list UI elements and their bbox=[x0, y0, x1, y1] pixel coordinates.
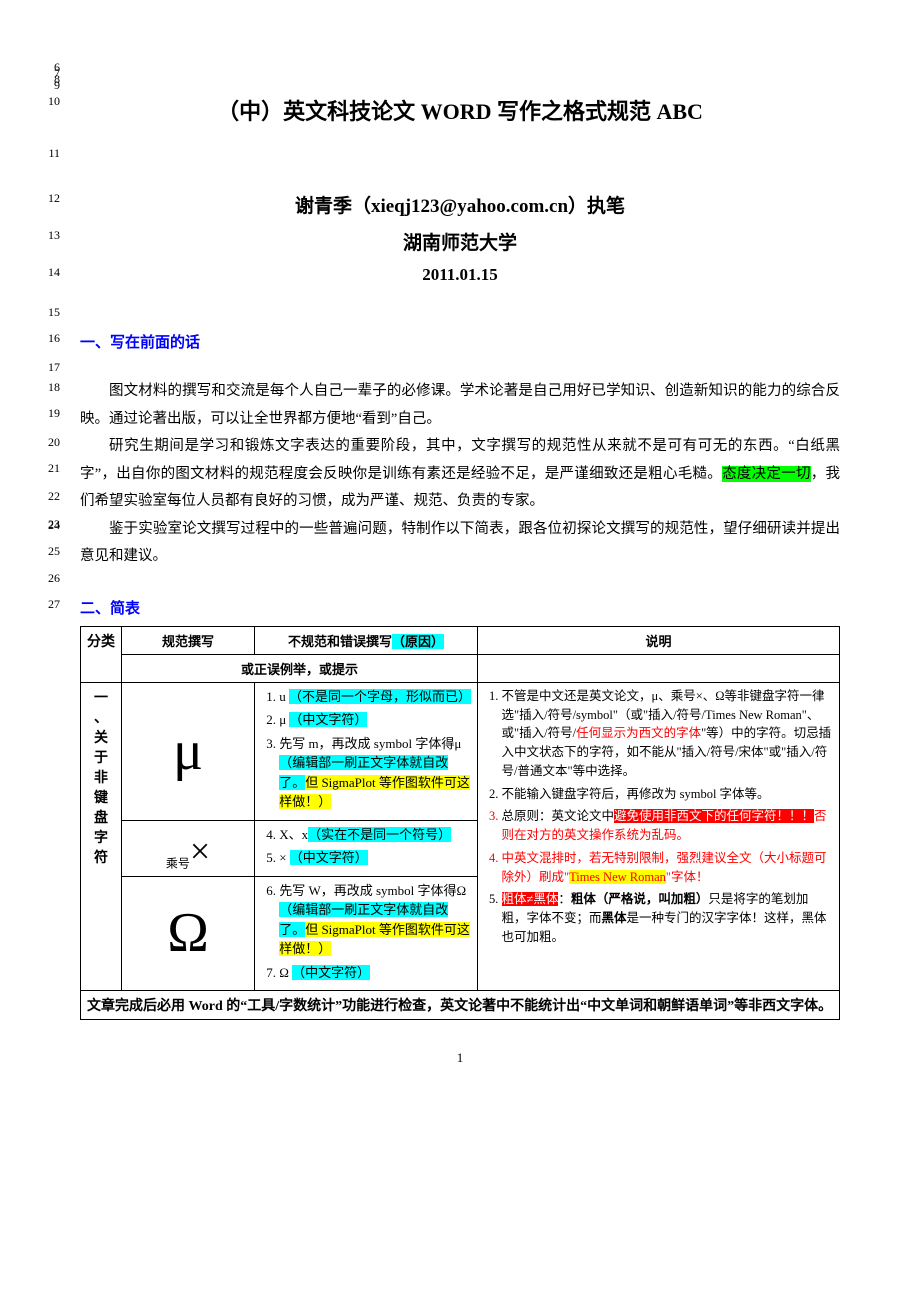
main-table: 分类 规范撰写 不规范和错误撰写（原因） 说明 或正误例举，或提示 一、关于非键… bbox=[80, 626, 840, 1021]
explain-column: 不管是中文还是英文论文，μ、乘号×、Ω等非键盘字符一律选"插入/符号/symbo… bbox=[478, 682, 840, 991]
line-number: 10 bbox=[38, 94, 60, 109]
paragraph-1: 图文材料的撰写和交流是每个人自己一辈子的必修课。学术论著是自己用好已学知识、创造… bbox=[80, 378, 840, 433]
line-number: 16 bbox=[38, 331, 60, 346]
page-content: 6 7 8 9 10 （中）英文科技论文 WORD 写作之格式规范 ABC 11… bbox=[80, 60, 840, 1066]
document-title: （中）英文科技论文 WORD 写作之格式规范 ABC bbox=[80, 94, 840, 126]
section-2-heading: 二、简表 bbox=[80, 597, 840, 618]
line-number: 11 bbox=[38, 146, 60, 161]
line-number: 14 bbox=[38, 265, 60, 280]
th-explain: 说明 bbox=[478, 626, 840, 654]
wrong-multiply-list: X、x（实在不是同一个符号） × （中文字符） bbox=[255, 820, 478, 876]
symbol-omega: Ω bbox=[122, 876, 255, 991]
highlight-attitude: 态度决定一切 bbox=[722, 466, 811, 482]
line-number: 9 bbox=[38, 78, 60, 93]
category-1: 一、关于非键盘字符 bbox=[81, 682, 122, 991]
section-1-heading: 一、写在前面的话 bbox=[80, 331, 840, 352]
th-wrong: 不规范和错误撰写（原因） bbox=[255, 626, 478, 654]
wrong-mu-list: u （不是同一个字母，形似而已） μ （中文字符） 先写 m，再改成 symbo… bbox=[255, 682, 478, 820]
line-number: 26 bbox=[38, 571, 60, 586]
line-number: 21 bbox=[38, 461, 60, 476]
paragraph-2: 研究生期间是学习和锻炼文字表达的重要阶段，其中，文字撰写的规范性从来就不是可有可… bbox=[80, 433, 840, 516]
author-line: 谢青季（xieqj123@yahoo.com.cn）执笔 bbox=[80, 191, 840, 218]
table-footer-note: 文章完成后必用 Word 的“工具/字数统计”功能进行检查，英文论著中不能统计出… bbox=[81, 991, 840, 1020]
line-number: 27 bbox=[38, 597, 60, 612]
date: 2011.01.15 bbox=[80, 265, 840, 285]
page-number: 1 bbox=[80, 1050, 840, 1066]
symbol-mu: μ bbox=[122, 682, 255, 820]
line-number: 18 bbox=[38, 380, 60, 395]
th-sub-examples: 或正误例举，或提示 bbox=[122, 654, 478, 682]
wrong-omega-list: 先写 W，再改成 symbol 字体得Ω（编辑部一刷正文字体就自改了。但 Sig… bbox=[255, 876, 478, 991]
line-number: 17 bbox=[38, 360, 60, 375]
th-correct: 规范撰写 bbox=[122, 626, 255, 654]
th-category: 分类 bbox=[81, 626, 122, 682]
line-number: 20 bbox=[38, 435, 60, 450]
symbol-multiply: 乘号× bbox=[122, 820, 255, 876]
line-number: 15 bbox=[38, 305, 60, 320]
line-number: 22 bbox=[38, 489, 60, 504]
paragraph-3: 鉴于实验室论文撰写过程中的一些普遍问题，特制作以下简表，跟各位初探论文撰写的规范… bbox=[80, 516, 840, 571]
line-number: 19 bbox=[38, 406, 60, 421]
affiliation: 湖南师范大学 bbox=[80, 228, 840, 255]
line-number: 12 bbox=[38, 191, 60, 206]
line-number: 13 bbox=[38, 228, 60, 243]
line-number: 24 bbox=[38, 518, 60, 533]
line-number: 25 bbox=[38, 544, 60, 559]
